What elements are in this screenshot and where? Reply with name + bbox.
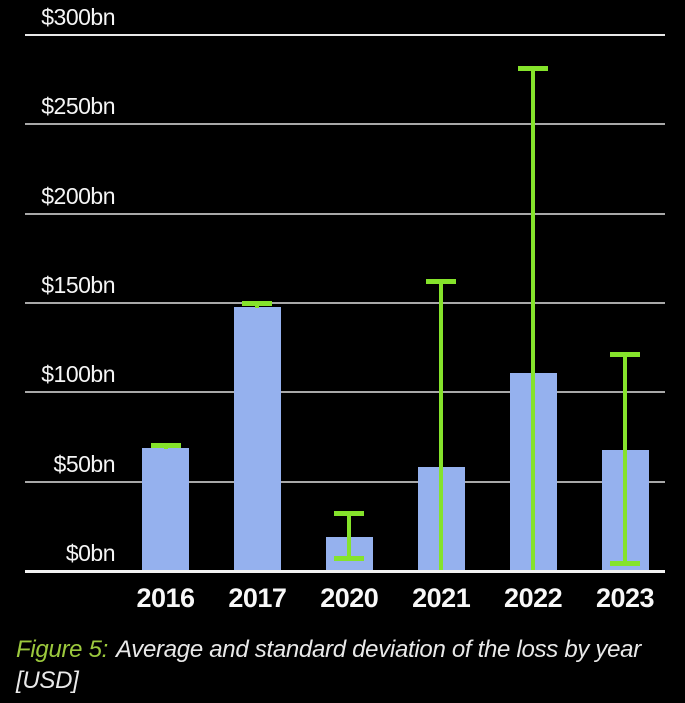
error-bar-top-cap-2016 [150, 443, 181, 449]
error-bar-line-2022 [531, 68, 536, 571]
x-tick-label-2022: 2022 [504, 583, 563, 613]
error-bar-line-2020 [347, 513, 352, 559]
figure-caption: Figure 5: Average and standard deviation … [16, 634, 676, 696]
gridline-0bn [25, 569, 665, 573]
bar-2017 [233, 306, 281, 571]
chart-plot-area: $300bn $250bn $200bn $150bn $100bn $50bn $0bn 2… [25, 4, 665, 613]
gridline-100bn [25, 391, 665, 394]
error-bar-top-cap-2017 [242, 301, 273, 307]
gridline-50bn [25, 480, 665, 483]
x-tick-label-2023: 2023 [595, 583, 655, 613]
gridline-250bn [25, 123, 665, 126]
error-bar-bottom-cap-2020 [334, 556, 365, 561]
x-tick-label-2017: 2017 [228, 583, 287, 613]
figure-caption-line1: Figure 5: Average and standard deviation … [16, 634, 676, 665]
y-tick-label-150bn: $150bn [41, 272, 115, 298]
gridline-200bn [25, 212, 665, 215]
error-bar-top-cap-2022 [518, 66, 549, 72]
gridline-150bn [25, 302, 665, 304]
error-bar-line-2023 [623, 354, 627, 563]
y-tick-label-200bn: $200bn [41, 182, 115, 209]
figure-caption-line2: [USD] [16, 667, 79, 694]
error-bar-top-cap-2020 [334, 511, 365, 517]
y-tick-label-0bn: $0bn [65, 540, 116, 566]
x-tick-label-2016: 2016 [136, 583, 195, 613]
bar-2016 [142, 447, 189, 571]
x-tick-label-2021: 2021 [412, 583, 471, 613]
error-bar-top-cap-2021 [426, 279, 457, 285]
error-bar-line-2021 [439, 281, 444, 571]
y-tick-label-250bn: $250bn [41, 93, 115, 120]
figure-caption-text: Average and standard deviation of the lo… [116, 636, 641, 663]
x-tick-label-2020: 2020 [320, 583, 379, 613]
y-tick-label-300bn: $300bn [41, 4, 115, 30]
gridline-300bn [25, 34, 665, 36]
error-bar-bottom-cap-2023 [610, 560, 640, 566]
y-tick-label-100bn: $100bn [41, 361, 115, 388]
y-tick-label-50bn: $50bn [53, 450, 116, 477]
error-bar-top-cap-2023 [610, 352, 640, 358]
figure-caption-label: Figure 5: [16, 636, 109, 663]
